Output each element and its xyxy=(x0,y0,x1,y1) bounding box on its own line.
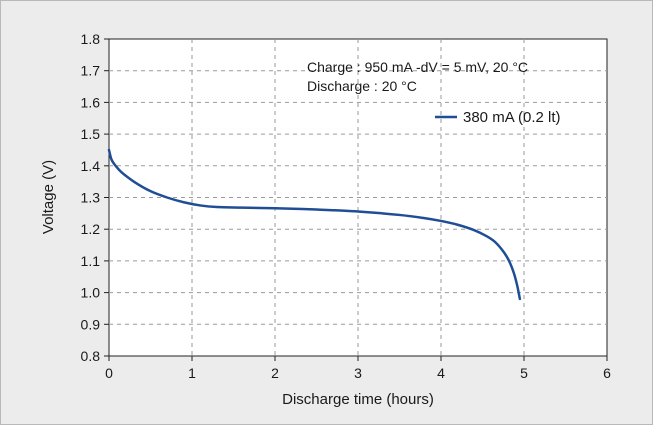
x-axis-title: Discharge time (hours) xyxy=(282,391,434,408)
y-axis-title: Voltage (V) xyxy=(40,160,57,234)
y-tick-label: 0.8 xyxy=(81,348,101,364)
x-tick-label: 2 xyxy=(271,365,279,381)
legend: 380 mA (0.2 lt) xyxy=(435,109,561,126)
y-tick-label: 1.4 xyxy=(81,158,101,174)
y-tick-label: 1.3 xyxy=(81,190,101,206)
annotation-discharge: Discharge : 20 °C xyxy=(307,78,417,94)
y-tick-label: 1.7 xyxy=(81,63,101,79)
legend-label: 380 mA (0.2 lt) xyxy=(463,109,561,126)
grid-lines xyxy=(109,39,607,356)
y-tick-label: 0.9 xyxy=(81,316,101,332)
annotation-charge: Charge : 950 mA -dV = 5 mV, 20 °C xyxy=(307,59,528,75)
y-tick-label: 1.1 xyxy=(81,253,101,269)
y-tick-label: 1.5 xyxy=(81,126,101,142)
series-layer xyxy=(107,148,522,301)
x-tick-label: 0 xyxy=(105,365,113,381)
x-tick-label: 4 xyxy=(437,365,445,381)
x-tick-label: 3 xyxy=(354,365,362,381)
series-line xyxy=(107,148,522,301)
y-tick-label: 1.2 xyxy=(81,221,101,237)
y-tick-label: 1.8 xyxy=(81,31,101,47)
y-tick-label: 1.6 xyxy=(81,94,101,110)
axis-ticks: 0 1 2 3 4 5 6 0.8 0.9 1.0 1.1 1.2 1.3 1.4 1.5 1.6 1.7 1.8 xyxy=(81,31,612,381)
x-tick-label: 5 xyxy=(520,365,528,381)
y-tick-label: 1.0 xyxy=(81,285,101,301)
x-tick-label: 1 xyxy=(188,365,196,381)
x-tick-label: 6 xyxy=(603,365,611,381)
